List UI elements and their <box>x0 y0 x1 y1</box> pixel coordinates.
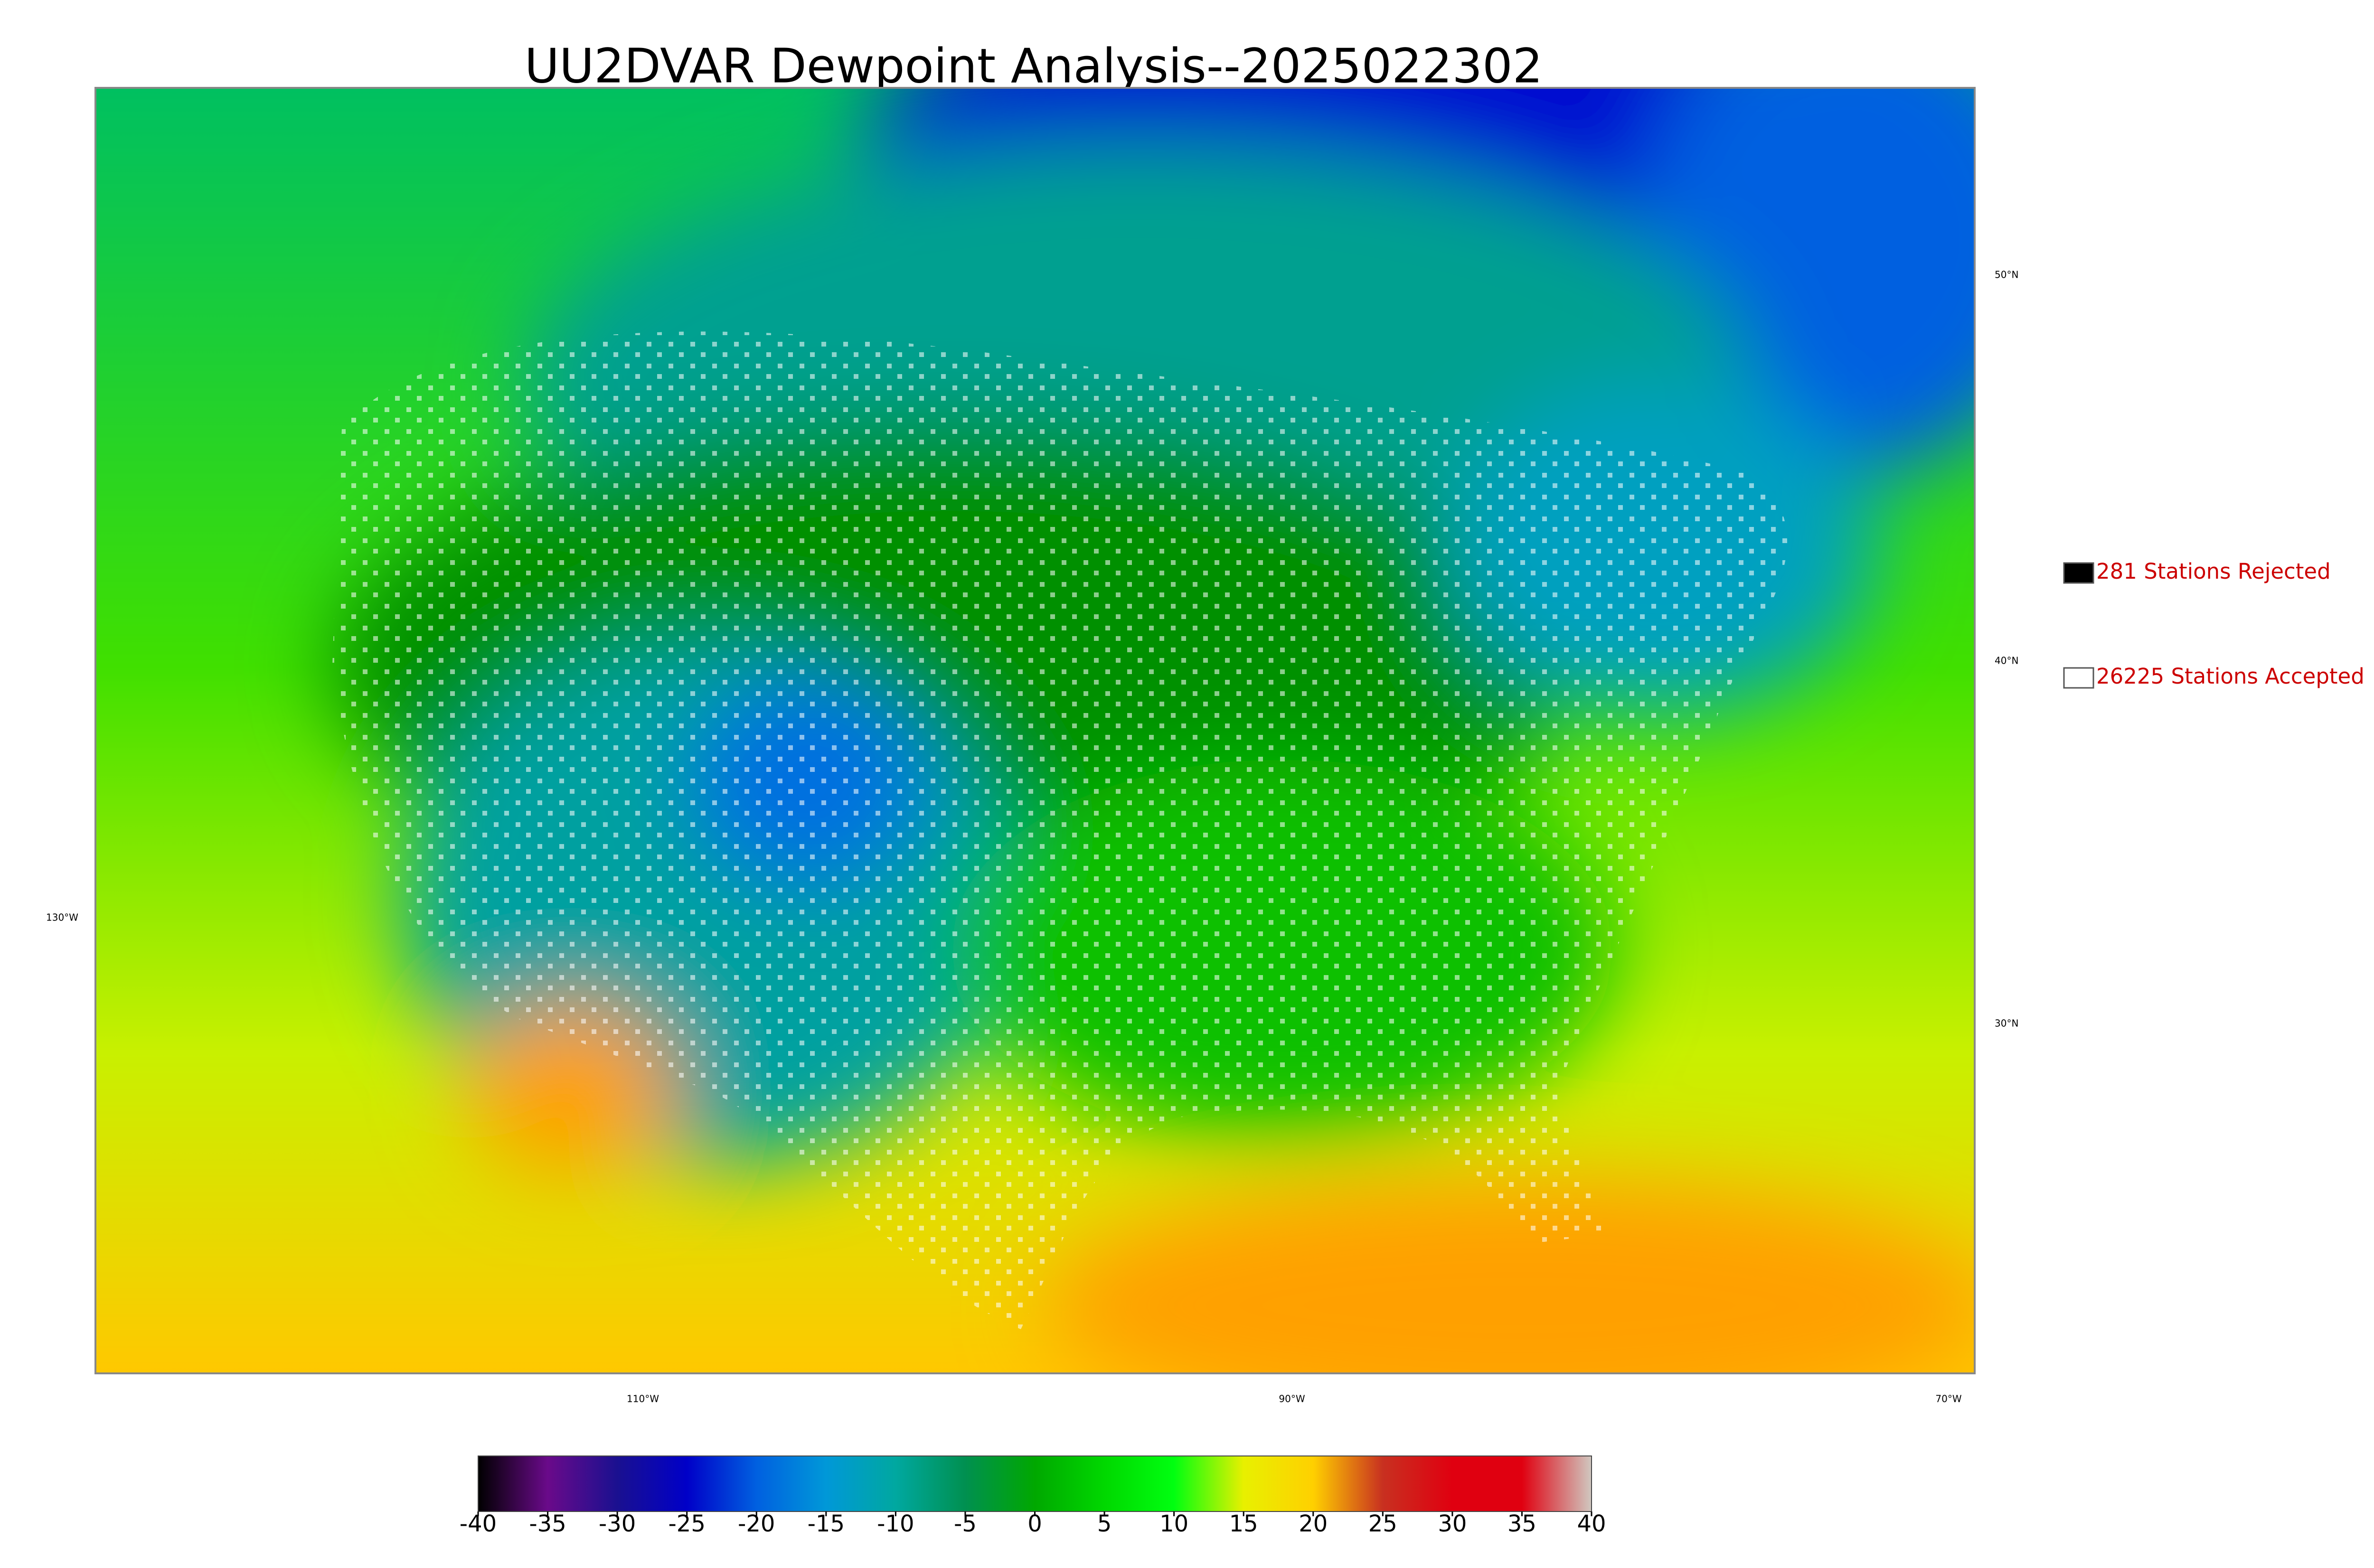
legend-swatch <box>2063 562 2094 584</box>
colorbar-tick-label: 10 <box>1159 1511 1188 1537</box>
lat-label: 40°N <box>1995 655 2018 667</box>
title: UU2DVAR Dewpoint Analysis--2025022302 <box>525 38 1543 94</box>
legend-label: 281 Stations Rejected <box>2096 559 2331 584</box>
lon-label: 130°W <box>46 912 78 923</box>
legend: 281 Stations Rejected 26225 Stations Acce… <box>2063 559 2365 689</box>
colorbar-tick-label: 5 <box>1097 1511 1112 1537</box>
map-frame <box>94 87 1976 1374</box>
colorbar-tick-label: 15 <box>1229 1511 1258 1537</box>
map <box>95 88 1975 1373</box>
colorbar: -40 -35 -30 -25 -20 -15 -10 -5 0 5 10 15 20 25 30 35 40 <box>460 1455 1606 1537</box>
lon-label: 70°W <box>1935 1393 1961 1405</box>
colorbar-tick-label: 20 <box>1299 1511 1328 1537</box>
colorbar-tick-label: -25 <box>668 1511 705 1537</box>
lon-label: 90°W <box>1279 1393 1305 1405</box>
colorbar-tick-label: -30 <box>599 1511 636 1537</box>
legend-swatch <box>2063 667 2094 689</box>
colorbar-tick-label: -15 <box>808 1511 845 1537</box>
colorbar-tick-label: -10 <box>877 1511 914 1537</box>
colorbar-scale <box>478 1455 1592 1512</box>
colorbar-tick-label: 35 <box>1507 1511 1536 1537</box>
colorbar-tick-label: 40 <box>1577 1511 1606 1537</box>
colorbar-tick-label: -40 <box>460 1511 497 1537</box>
lat-label: 30°N <box>1995 1018 2018 1029</box>
lon-label: 110°W <box>627 1393 659 1405</box>
colorbar-tick-label: -35 <box>529 1511 566 1537</box>
colorbar-tick-label: 30 <box>1438 1511 1467 1537</box>
colorbar-tick-label: 0 <box>1027 1511 1042 1537</box>
lat-label: 50°N <box>1995 269 2018 281</box>
colorbar-tick-label: -20 <box>738 1511 775 1537</box>
colorbar-tick-label: 25 <box>1368 1511 1397 1537</box>
colorbar-tick-label: -5 <box>954 1511 977 1537</box>
legend-label: 26225 Stations Accepted <box>2096 664 2365 689</box>
